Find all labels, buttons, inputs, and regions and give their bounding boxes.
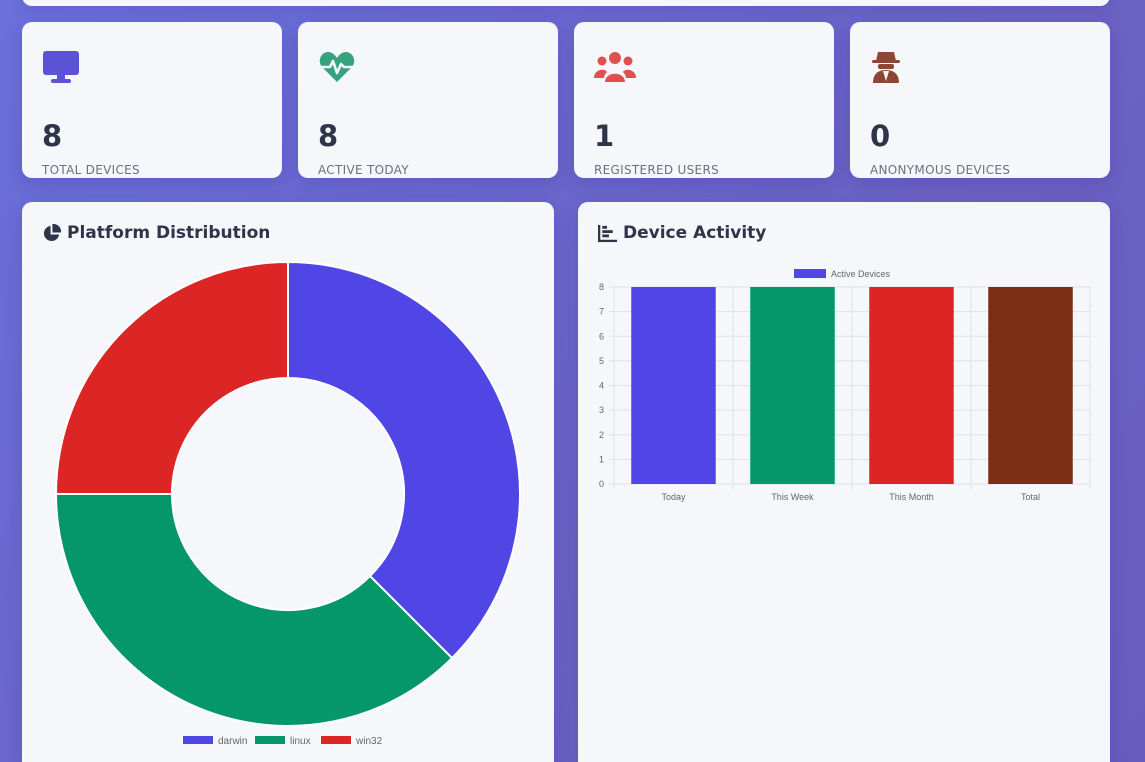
x-tick-label: Today bbox=[661, 492, 686, 502]
bar-total[interactable] bbox=[988, 287, 1073, 484]
stat-card-active-today: 8 ACTIVE TODAY bbox=[298, 22, 558, 178]
legend-swatch-darwin[interactable] bbox=[183, 736, 213, 744]
active-today-value: 8 bbox=[318, 119, 339, 153]
legend-swatch-active-devices[interactable] bbox=[794, 269, 826, 278]
heartbeat-icon bbox=[319, 52, 355, 82]
y-tick-label: 0 bbox=[599, 479, 604, 489]
bar-chart-icon bbox=[598, 224, 617, 243]
total-devices-label: TOTAL DEVICES bbox=[42, 163, 140, 177]
platform-distribution-title: Platform Distribution bbox=[42, 224, 270, 243]
legend-label-win32[interactable]: win32 bbox=[355, 736, 383, 747]
stat-card-registered-users: 1 REGISTERED USERS bbox=[574, 22, 834, 178]
spy-icon bbox=[872, 52, 900, 83]
device-activity-panel: Device Activity 0 1 2 3 4 5 6 7 8 Today This Week T… bbox=[578, 202, 1110, 762]
x-tick-label: This Month bbox=[889, 492, 934, 502]
bar-today[interactable] bbox=[631, 287, 716, 484]
device-activity-bar-chart: 0 1 2 3 4 5 6 7 8 Today This Week This Month Total Ac… bbox=[599, 269, 1091, 502]
legend-swatch-win32[interactable] bbox=[321, 736, 351, 744]
anonymous-devices-value: 0 bbox=[870, 119, 891, 153]
x-tick-label: Total bbox=[1021, 492, 1040, 502]
legend-label-darwin[interactable]: darwin bbox=[218, 736, 247, 747]
pie-chart-icon bbox=[43, 224, 61, 242]
header-panel bbox=[22, 0, 1110, 6]
x-tick-label: This Week bbox=[771, 492, 814, 502]
platform-distribution-title-text: Platform Distribution bbox=[67, 223, 271, 243]
y-tick-label: 8 bbox=[599, 282, 604, 292]
bar-this-week[interactable] bbox=[750, 287, 835, 484]
stat-card-anonymous-devices: 0 ANONYMOUS DEVICES bbox=[850, 22, 1110, 178]
donut-slice-darwin[interactable] bbox=[287, 260, 521, 660]
y-tick-label: 7 bbox=[599, 307, 604, 317]
platform-donut-chart: darwin linux win32 bbox=[54, 260, 521, 747]
y-tick-label: 5 bbox=[599, 356, 604, 366]
registered-users-label: REGISTERED USERS bbox=[594, 163, 719, 177]
total-devices-value: 8 bbox=[42, 119, 63, 153]
y-tick-label: 2 bbox=[599, 430, 604, 440]
platform-distribution-panel: Platform Distribution darwin linux win32 bbox=[22, 202, 554, 762]
y-tick-label: 3 bbox=[599, 405, 604, 415]
y-tick-label: 4 bbox=[599, 381, 604, 391]
donut-slice-win32[interactable] bbox=[54, 260, 289, 495]
legend-label-linux[interactable]: linux bbox=[290, 736, 311, 747]
legend-label-active-devices[interactable]: Active Devices bbox=[831, 269, 891, 279]
device-activity-title-text: Device Activity bbox=[623, 223, 767, 243]
y-tick-label: 1 bbox=[599, 454, 604, 464]
desktop-icon bbox=[43, 51, 79, 83]
y-tick-label: 6 bbox=[599, 331, 604, 341]
device-activity-title: Device Activity bbox=[598, 224, 766, 243]
registered-users-value: 1 bbox=[594, 119, 615, 153]
users-icon bbox=[594, 52, 636, 82]
stat-card-total-devices: 8 TOTAL DEVICES bbox=[22, 22, 282, 178]
legend-swatch-linux[interactable] bbox=[255, 736, 285, 744]
donut-slice-linux[interactable] bbox=[54, 493, 454, 727]
anonymous-devices-label: ANONYMOUS DEVICES bbox=[870, 163, 1011, 177]
active-today-label: ACTIVE TODAY bbox=[318, 163, 409, 177]
bar-this-month[interactable] bbox=[869, 287, 954, 484]
